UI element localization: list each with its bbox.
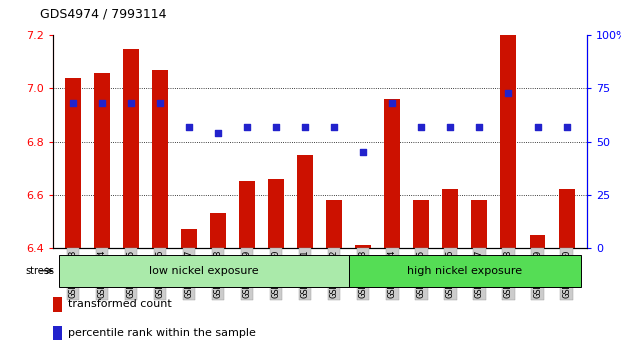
Bar [94, 73, 110, 248]
Bar [211, 213, 226, 248]
Point [184, 124, 194, 130]
Point [271, 124, 281, 130]
Text: percentile rank within the sample: percentile rank within the sample [68, 328, 256, 338]
Text: GSM992704: GSM992704 [388, 250, 397, 298]
Text: GSM992696: GSM992696 [156, 250, 165, 298]
Point [388, 101, 397, 106]
Bar [268, 179, 284, 248]
Bar [65, 78, 81, 248]
Bar [239, 181, 255, 248]
Point [301, 124, 310, 130]
Text: GSM992705: GSM992705 [417, 250, 426, 298]
Text: GSM992706: GSM992706 [446, 250, 455, 298]
Point [474, 124, 484, 130]
Point [417, 124, 427, 130]
Text: GSM992701: GSM992701 [301, 250, 310, 298]
Point [213, 130, 223, 136]
Point [242, 124, 252, 130]
Bar [414, 200, 429, 248]
Point [126, 101, 136, 106]
Text: GSM992698: GSM992698 [214, 250, 223, 298]
Text: low nickel exposure: low nickel exposure [149, 266, 258, 276]
Bar [530, 234, 545, 248]
Text: GSM992709: GSM992709 [533, 250, 542, 298]
Point [533, 124, 543, 130]
Text: GSM992694: GSM992694 [97, 250, 107, 298]
Bar [327, 200, 342, 248]
Text: high nickel exposure: high nickel exposure [407, 266, 522, 276]
Bar [355, 245, 371, 248]
Text: GSM992695: GSM992695 [127, 250, 135, 298]
Bar [442, 189, 458, 248]
Text: GSM992697: GSM992697 [184, 250, 194, 298]
Bar [471, 200, 487, 248]
Point [68, 101, 78, 106]
Text: GSM992693: GSM992693 [68, 250, 78, 298]
Text: GSM992703: GSM992703 [359, 250, 368, 298]
Bar [558, 189, 574, 248]
Text: transformed count: transformed count [68, 299, 172, 309]
Text: GSM992702: GSM992702 [330, 250, 339, 298]
Text: GDS4974 / 7993114: GDS4974 / 7993114 [40, 7, 167, 20]
Point [155, 101, 165, 106]
Text: stress: stress [26, 266, 55, 276]
Point [97, 101, 107, 106]
Point [561, 124, 571, 130]
Bar [384, 99, 401, 248]
Point [358, 149, 368, 155]
Bar [152, 70, 168, 248]
Text: GSM992700: GSM992700 [272, 250, 281, 298]
Bar [297, 155, 313, 248]
Text: GSM992710: GSM992710 [562, 250, 571, 298]
Point [504, 90, 514, 96]
Bar [181, 229, 197, 248]
Bar [123, 48, 139, 248]
Text: GSM992699: GSM992699 [243, 250, 252, 298]
Point [329, 124, 339, 130]
Point [445, 124, 455, 130]
Text: GSM992708: GSM992708 [504, 250, 513, 298]
Bar [501, 33, 517, 248]
Text: GSM992707: GSM992707 [475, 250, 484, 298]
